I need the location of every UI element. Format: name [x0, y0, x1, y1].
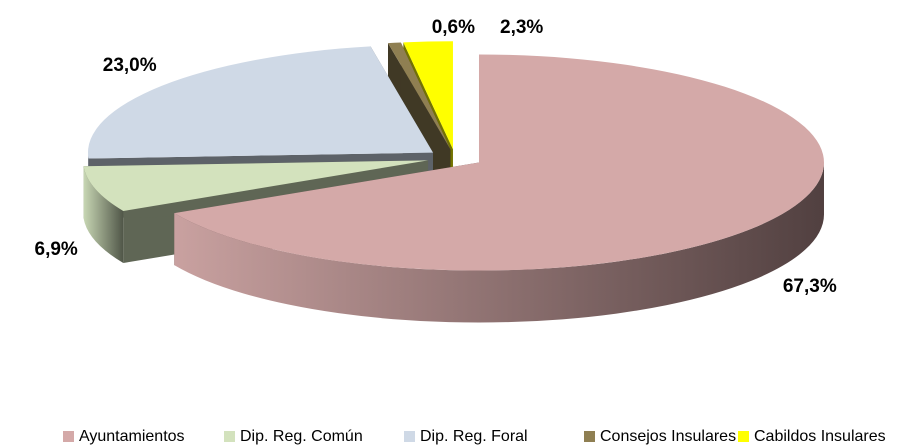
- legend-label: Dip. Reg. Común: [240, 428, 363, 445]
- legend-swatch: [404, 431, 415, 442]
- slice-tops: [83, 41, 824, 271]
- legend: Ayuntamientos Dip. Reg. Común Dip. Reg. Fo…: [63, 428, 886, 445]
- slice: [174, 54, 824, 271]
- legend-label: Ayuntamientos: [79, 428, 185, 445]
- data-label: 67,3%: [783, 276, 837, 297]
- data-label: 0,6%: [432, 17, 475, 38]
- data-label: 6,9%: [35, 239, 78, 260]
- labels: 67,3% 6,9% 23,0% 0,6% 2,3%: [35, 17, 837, 297]
- legend-swatch: [63, 431, 74, 442]
- data-label: 23,0%: [103, 55, 157, 76]
- slice-wall: [83, 166, 124, 263]
- legend-swatch: [584, 431, 595, 442]
- slice: [83, 160, 429, 211]
- legend-swatch: [738, 431, 749, 442]
- slice: [403, 41, 453, 150]
- slice: [87, 46, 433, 159]
- legend-label: Cabildos Insulares: [754, 428, 886, 445]
- legend-swatch: [224, 431, 235, 442]
- legend-label: Dip. Reg. Foral: [420, 428, 528, 445]
- slice-wall: [174, 162, 824, 323]
- data-label: 2,3%: [500, 17, 543, 38]
- legend-label: Consejos Insulares: [600, 428, 736, 445]
- slice: [387, 42, 451, 150]
